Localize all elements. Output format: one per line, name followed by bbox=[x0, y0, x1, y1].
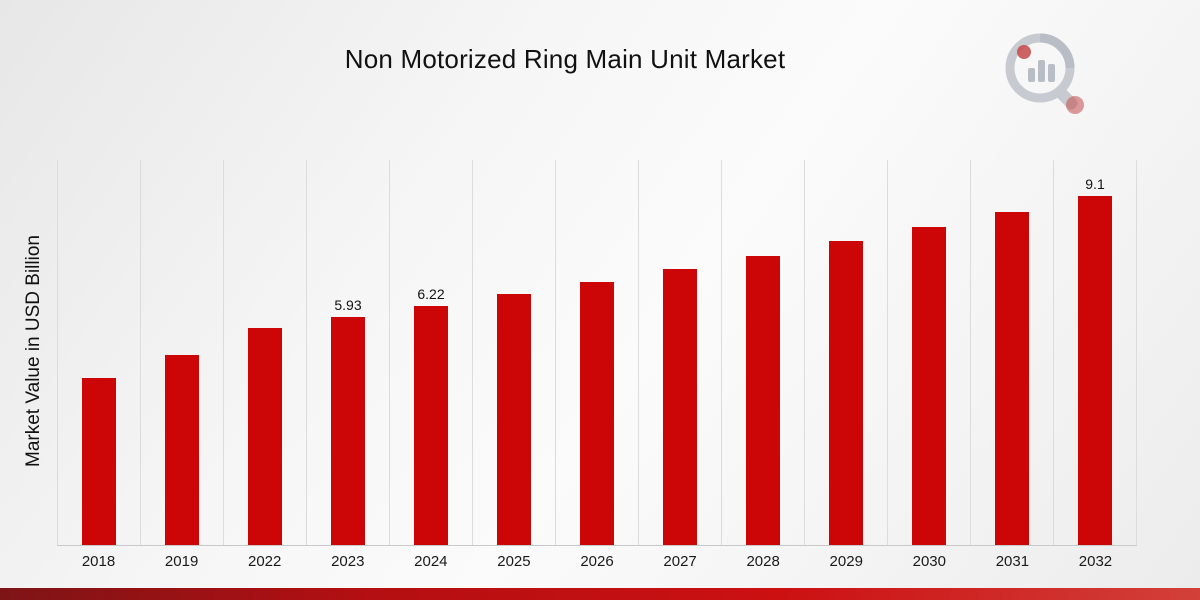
bar-column bbox=[887, 160, 970, 545]
bar bbox=[331, 317, 365, 545]
x-tick-label: 2032 bbox=[1078, 553, 1113, 570]
x-tick-label: 2025 bbox=[497, 553, 531, 570]
bar-chart-plot-area: 5.93 6.22 9.1 bbox=[57, 160, 1137, 546]
bar-column bbox=[804, 160, 887, 545]
x-tick-label: 2024 bbox=[414, 553, 448, 570]
bar bbox=[829, 241, 863, 545]
bar-column bbox=[472, 160, 555, 545]
x-tick-label: 2030 bbox=[912, 553, 946, 570]
x-tick-label: 2022 bbox=[248, 553, 282, 570]
bar-column: 9.1 bbox=[1053, 160, 1137, 545]
bar bbox=[165, 355, 199, 545]
x-tick-label: 2018 bbox=[81, 553, 116, 570]
x-tick-label: 2023 bbox=[331, 553, 365, 570]
bar bbox=[414, 306, 448, 545]
bar bbox=[1078, 196, 1112, 545]
y-axis-label: Market Value in USD Billion bbox=[23, 235, 44, 467]
bar-column bbox=[223, 160, 306, 545]
footer-accent-bar bbox=[0, 588, 1200, 600]
bar bbox=[497, 294, 531, 545]
bar-column bbox=[638, 160, 721, 545]
chart-title: Non Motorized Ring Main Unit Market bbox=[344, 44, 786, 74]
bar-value-label: 5.93 bbox=[334, 297, 362, 313]
x-tick-label: 2028 bbox=[746, 553, 780, 570]
bar bbox=[746, 256, 780, 545]
market-research-logo-icon bbox=[1000, 30, 1090, 115]
bar-column bbox=[970, 160, 1053, 545]
x-tick-label: 2026 bbox=[580, 553, 614, 570]
bar-value-label: 6.22 bbox=[417, 286, 445, 302]
bar-column bbox=[721, 160, 804, 545]
bar-column: 5.93 bbox=[306, 160, 389, 545]
bar bbox=[248, 328, 282, 545]
bar bbox=[580, 282, 614, 545]
bar bbox=[82, 378, 116, 545]
bar-column: 6.22 bbox=[389, 160, 472, 545]
bar bbox=[912, 227, 946, 545]
x-tick-label: 2019 bbox=[164, 553, 199, 570]
bar-value-label: 9.1 bbox=[1085, 176, 1105, 192]
x-tick-label: 2031 bbox=[995, 553, 1030, 570]
x-tick-label: 2027 bbox=[663, 553, 697, 570]
bar-column bbox=[555, 160, 638, 545]
bar-column bbox=[140, 160, 223, 545]
bar bbox=[995, 212, 1029, 545]
bar bbox=[663, 269, 697, 545]
x-tick-label: 2029 bbox=[829, 553, 863, 570]
x-axis: 2018 2019 2022 2023 2024 2025 2026 2027 2028 2029… bbox=[57, 553, 1137, 570]
bar-column bbox=[57, 160, 140, 545]
